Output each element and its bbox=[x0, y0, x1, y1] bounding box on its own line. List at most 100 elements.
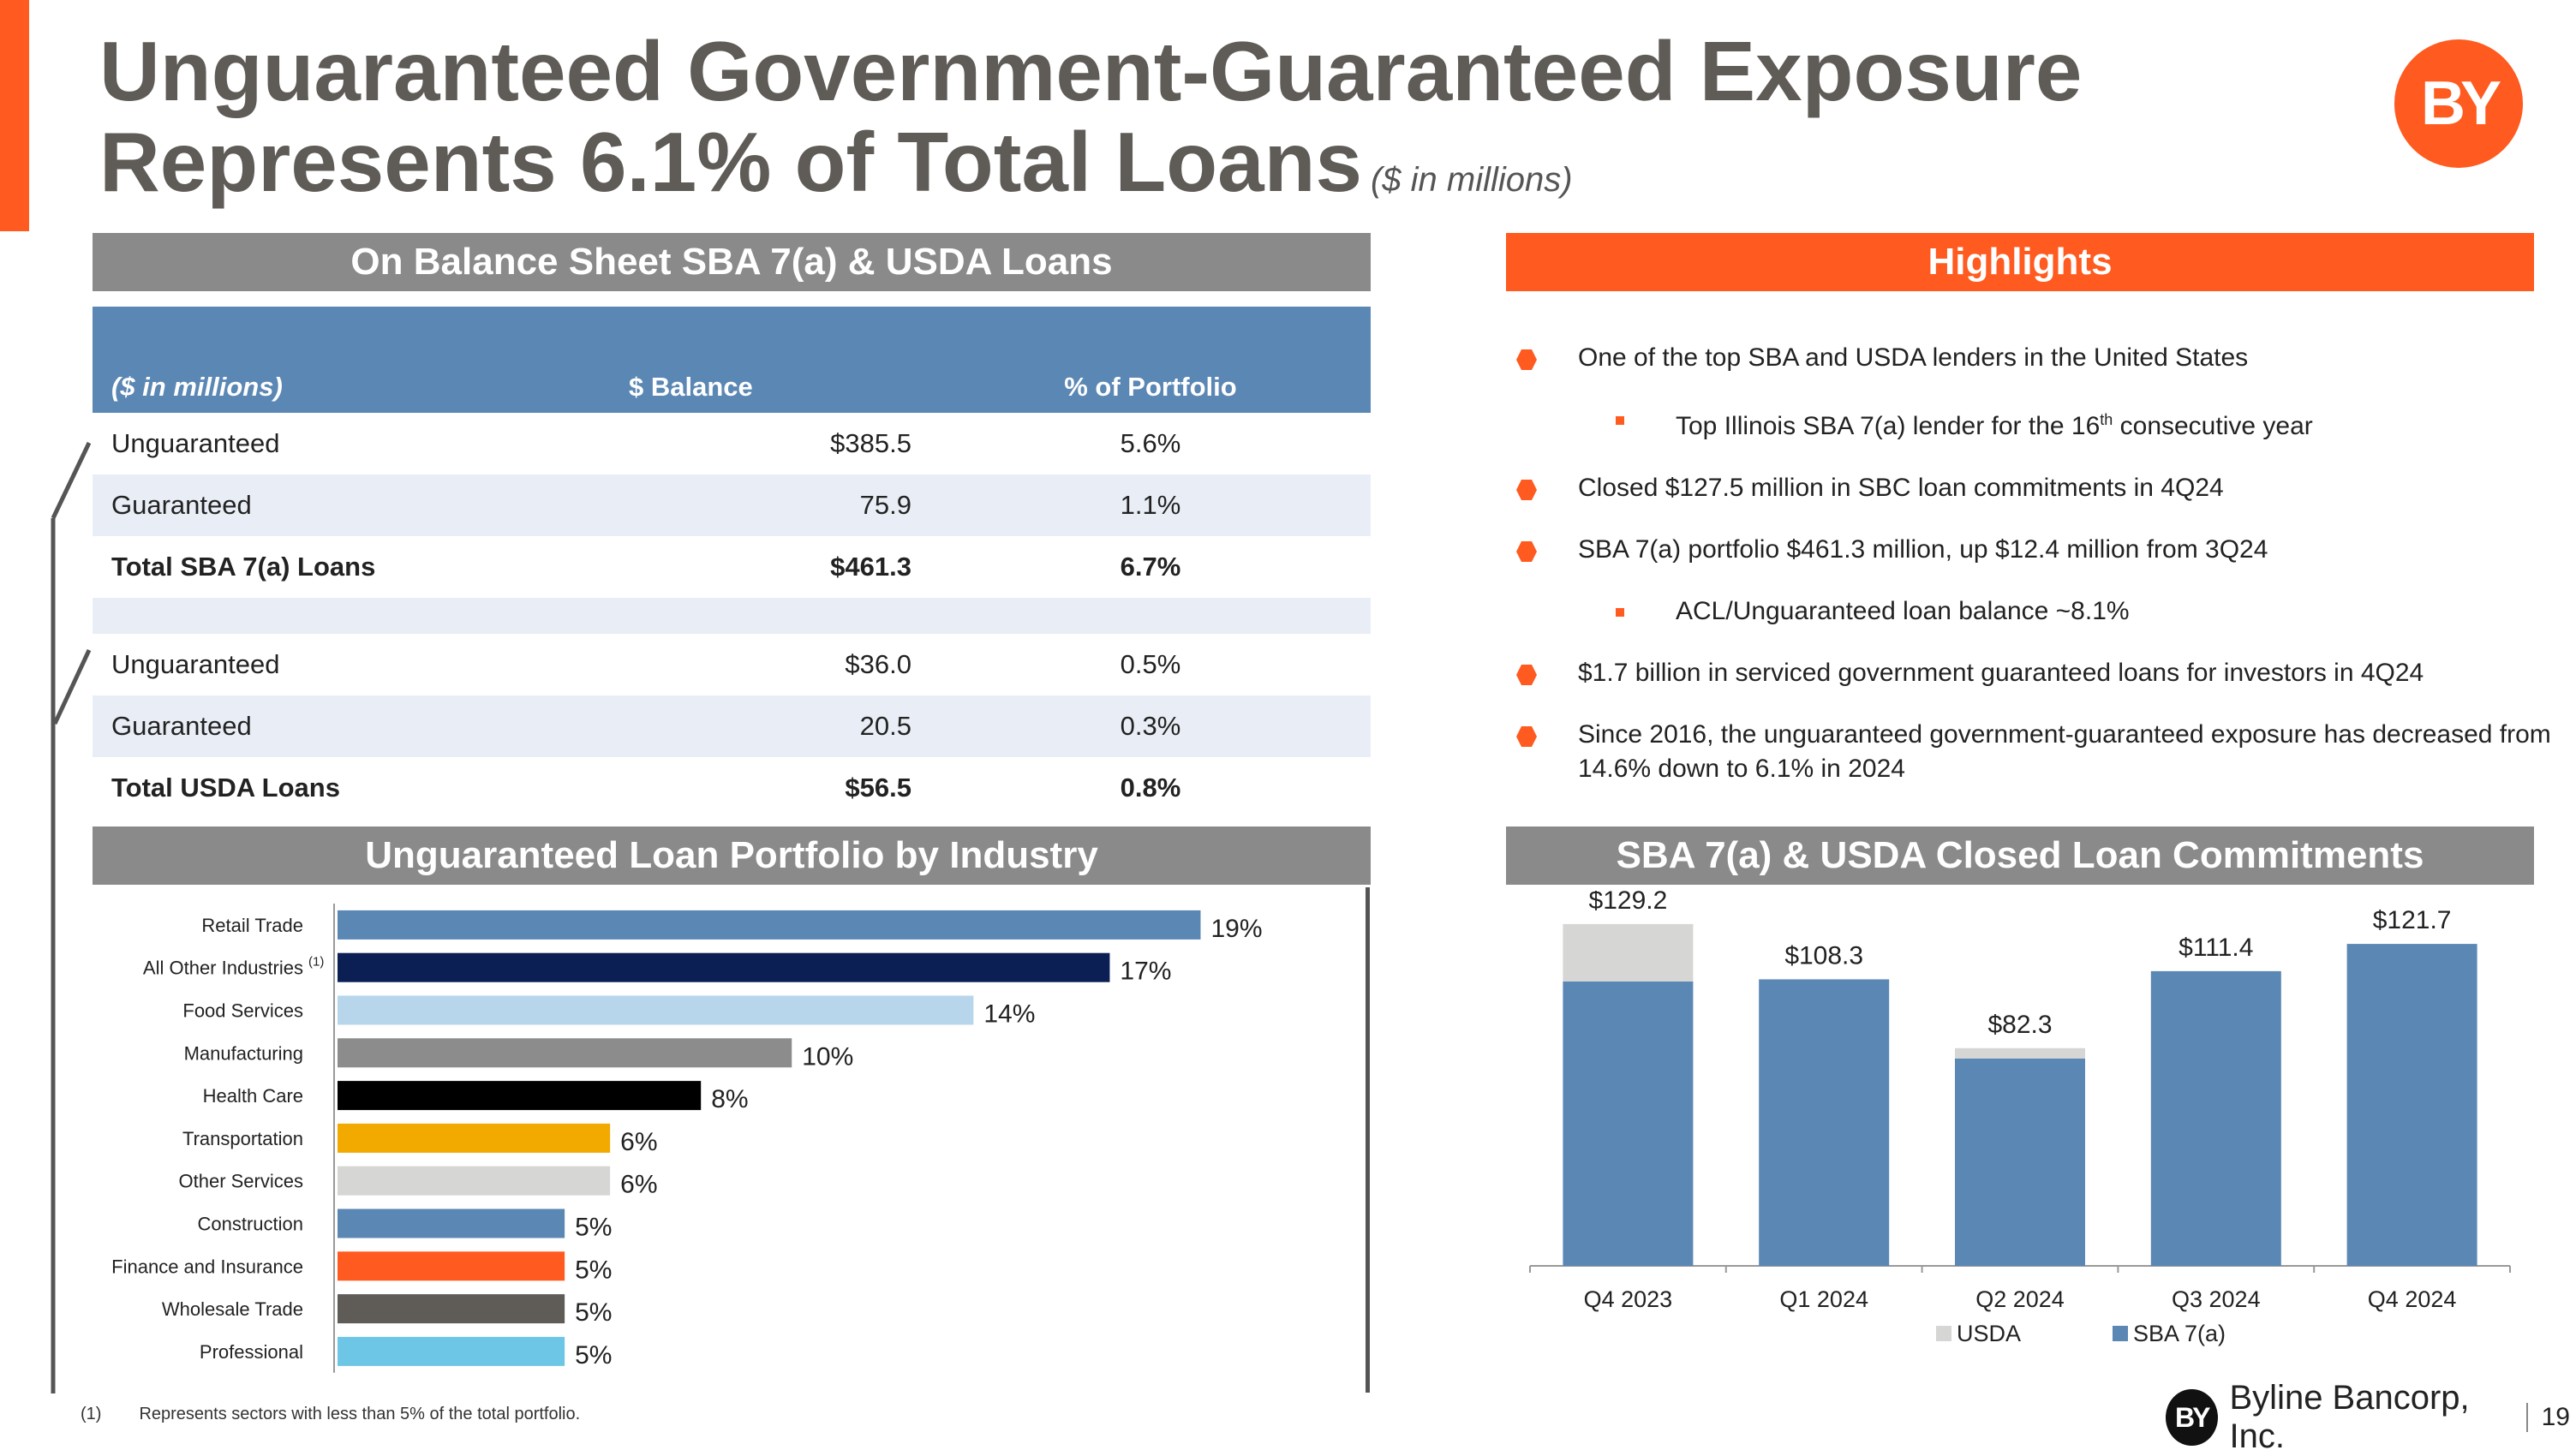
row-pct: 6.7% bbox=[1120, 552, 1181, 582]
table-row-total: Total USDA Loans $56.5 0.8% bbox=[93, 757, 1371, 819]
footnote-text: Represents sectors with less than 5% of … bbox=[139, 1405, 581, 1423]
row-label: Unguaranteed bbox=[111, 428, 280, 458]
total-label: $129.2 bbox=[1589, 891, 1668, 915]
bar bbox=[338, 1166, 611, 1196]
bar-sba bbox=[1563, 981, 1694, 1266]
chart-frame-right bbox=[1366, 887, 1370, 1393]
category-label: Construction bbox=[197, 1214, 303, 1235]
data-label: 6% bbox=[620, 1171, 657, 1199]
row-balance: $385.5 bbox=[830, 428, 911, 458]
row-pct: 0.8% bbox=[1120, 773, 1181, 803]
row-pct: 0.5% bbox=[1120, 649, 1181, 679]
industry-bar-chart: Retail Trade 19% All Other Industries (1) 17… bbox=[111, 904, 1263, 1373]
legend-label-sba: SBA 7(a) bbox=[2133, 1321, 2226, 1346]
bar-sba bbox=[2150, 970, 2281, 1266]
category-label: Other Services bbox=[179, 1171, 304, 1192]
title-unit-note: ($ in millions) bbox=[1370, 161, 1573, 199]
table-spacer-row bbox=[93, 598, 1371, 634]
category-label: Health Care bbox=[203, 1085, 303, 1107]
hexagon-bullet-icon bbox=[1516, 726, 1537, 747]
row-pct: 0.3% bbox=[930, 695, 1371, 757]
row-balance: $461.3 bbox=[830, 552, 911, 582]
row-label: Guaranteed bbox=[93, 695, 610, 757]
bar-sba bbox=[1759, 979, 1890, 1266]
category-label: Finance and Insurance bbox=[111, 1256, 303, 1277]
bar bbox=[338, 910, 1201, 940]
data-label: 5% bbox=[575, 1256, 612, 1284]
commitments-stacked-bar-chart: $129.2 Q4 2023 $108.3 Q1 2024 $82.3 Q2 2024 $1… bbox=[1529, 891, 2511, 1346]
row-pct: 5.6% bbox=[1120, 428, 1181, 458]
data-label: 19% bbox=[1210, 915, 1262, 943]
footnote: (1) Represents sectors with less than 5% … bbox=[81, 1405, 618, 1424]
highlight-item: Closed $127.5 million in SBC loan commit… bbox=[1516, 471, 2553, 505]
bar bbox=[338, 995, 974, 1025]
total-label: $121.7 bbox=[2373, 906, 2452, 934]
bar bbox=[338, 1123, 611, 1153]
category-label: Food Services bbox=[182, 1000, 303, 1022]
table-row: Unguaranteed $36.0 0.5% bbox=[93, 634, 1371, 695]
balance-sheet-header: On Balance Sheet SBA 7(a) & USDA Loans bbox=[93, 233, 1371, 291]
table-row: Unguaranteed $385.5 5.6% bbox=[93, 413, 1371, 474]
balance-sheet-table: ($ in millions) $ Balance % of Portfolio… bbox=[93, 307, 1371, 819]
hexagon-bullet-icon bbox=[1516, 480, 1537, 500]
highlights-header: Highlights bbox=[1506, 233, 2534, 291]
category-label: Transportation bbox=[182, 1128, 303, 1149]
x-tick-label: Q4 2024 bbox=[2368, 1286, 2457, 1312]
data-label: 6% bbox=[620, 1128, 657, 1156]
column-header-units: ($ in millions) bbox=[93, 307, 610, 413]
bar bbox=[338, 952, 1110, 982]
highlight-item: Since 2016, the unguaranteed government-… bbox=[1516, 718, 2553, 786]
table-row: Guaranteed 75.9 1.1% bbox=[93, 474, 1371, 536]
company-logo: BY bbox=[2394, 39, 2523, 168]
bar bbox=[338, 1081, 702, 1111]
table-header-row: ($ in millions) $ Balance % of Portfolio bbox=[93, 307, 1371, 413]
row-balance: $36.0 bbox=[845, 649, 911, 679]
highlight-subitem: Top Illinois SBA 7(a) lender for the 16t… bbox=[1516, 403, 2553, 444]
title-line-2: Represents 6.1% of Total Loans bbox=[99, 115, 1362, 209]
row-balance: 20.5 bbox=[610, 695, 930, 757]
bar bbox=[338, 1038, 792, 1068]
table-row-total: Total SBA 7(a) Loans $461.3 6.7% bbox=[93, 536, 1371, 598]
data-label: 5% bbox=[575, 1298, 612, 1327]
hexagon-bullet-icon bbox=[1516, 665, 1537, 685]
column-header-balance: $ Balance bbox=[610, 307, 930, 413]
bar bbox=[338, 1208, 565, 1238]
x-tick-label: Q3 2024 bbox=[2172, 1286, 2261, 1312]
bar bbox=[338, 1251, 565, 1281]
square-bullet-icon bbox=[1616, 416, 1624, 425]
x-tick-label: Q4 2023 bbox=[1584, 1286, 1673, 1312]
hexagon-bullet-icon bbox=[1516, 349, 1537, 370]
category-label: Retail Trade bbox=[201, 915, 303, 936]
category-label: Wholesale Trade bbox=[162, 1298, 303, 1320]
page-title: Unguaranteed Government-Guaranteed Expos… bbox=[99, 26, 2327, 225]
column-header-portfolio-pct: % of Portfolio bbox=[930, 307, 1371, 413]
accent-bar bbox=[0, 0, 29, 231]
highlight-subitem: ACL/Unguaranteed loan balance ~8.1% bbox=[1516, 594, 2553, 629]
bar-usda bbox=[1563, 923, 1694, 982]
category-label: Manufacturing bbox=[184, 1042, 303, 1064]
data-label: 17% bbox=[1120, 958, 1171, 986]
bar-usda bbox=[1955, 1047, 2085, 1059]
bar-sba bbox=[1955, 1058, 2085, 1266]
legend-swatch-sba bbox=[2113, 1326, 2128, 1341]
category-label: All Other Industries bbox=[143, 958, 303, 979]
highlight-item: SBA 7(a) portfolio $461.3 million, up $1… bbox=[1516, 533, 2553, 567]
data-label: 14% bbox=[983, 1000, 1035, 1029]
industry-chart-header: Unguaranteed Loan Portfolio by Industry bbox=[93, 826, 1371, 885]
bar bbox=[338, 1336, 565, 1366]
data-label: 8% bbox=[711, 1085, 748, 1113]
data-label: 5% bbox=[575, 1341, 612, 1369]
row-balance: 75.9 bbox=[610, 474, 930, 536]
x-tick-label: Q2 2024 bbox=[1975, 1286, 2065, 1312]
bar bbox=[338, 1294, 565, 1324]
total-label: $82.3 bbox=[1987, 1011, 2052, 1039]
brand-logo-icon: BY bbox=[2166, 1389, 2218, 1446]
square-bullet-icon bbox=[1616, 608, 1624, 617]
total-label: $111.4 bbox=[2179, 934, 2253, 962]
bar-sba bbox=[2346, 944, 2477, 1266]
highlight-item: $1.7 billion in serviced government guar… bbox=[1516, 656, 2553, 690]
footnote-mark: (1) bbox=[81, 1405, 102, 1423]
legend-label-usda: USDA bbox=[1957, 1321, 2021, 1346]
data-label: 10% bbox=[802, 1042, 853, 1071]
highlight-item: One of the top SBA and USDA lenders in t… bbox=[1516, 341, 2553, 375]
